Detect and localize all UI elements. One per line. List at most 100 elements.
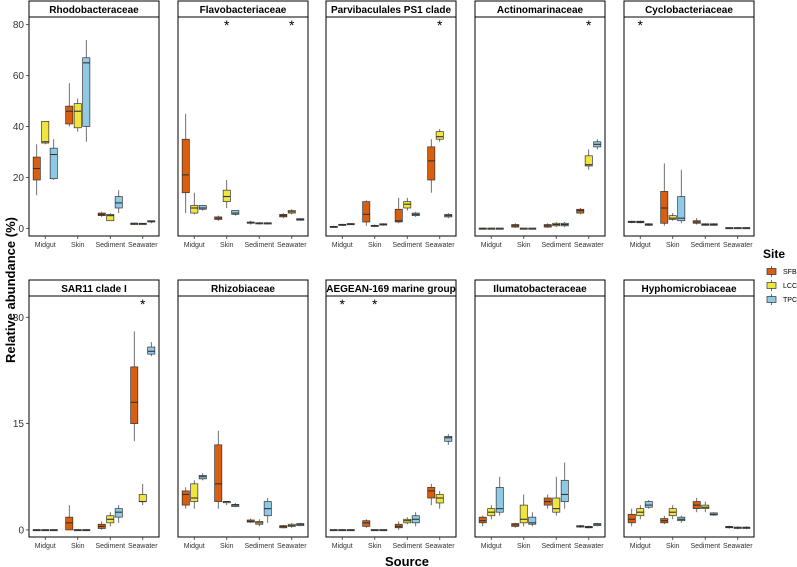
panel-rhodobacteraceae: Rhodobacteraceae 0 20 40 60 80 Midgut Skin Sedim… (13, 0, 160, 249)
x-tick-label: Skin (517, 543, 531, 550)
x-tick-label: Seawater (574, 242, 604, 249)
significance-star: * (289, 17, 295, 33)
panel-frame-flavobacteriaceae (177, 16, 309, 237)
x-tick-label: Midgut (332, 242, 353, 249)
box-seawater-tpc (593, 139, 602, 150)
box-skin-sfb (214, 215, 223, 221)
box-sediment-tpc (560, 221, 569, 228)
box-seawater-tpc (593, 522, 602, 527)
x-tick-label: Seawater (277, 242, 307, 249)
box-midgut-lcc (338, 223, 347, 226)
box-sediment-tpc (709, 223, 718, 226)
box-seawater-lcc (584, 525, 593, 529)
box-skin-tpc (528, 227, 537, 230)
panel-sar11-clade-i: SAR11 clade I 0 15 30 Midgut Skin Sediment Seaw… (13, 279, 160, 550)
box-iqr (627, 513, 636, 524)
significance-star: * (638, 17, 644, 33)
box-sediment-sfb (692, 498, 701, 513)
box-iqr (560, 479, 569, 502)
box-iqr (231, 210, 240, 215)
panels-layer: Rhodobacteraceae 0 20 40 60 80 Midgut Skin Sedim… (13, 0, 755, 550)
box-seawater-sfb (725, 525, 734, 529)
x-tick-label: Sediment (95, 242, 125, 249)
box-midgut-sfb (32, 144, 41, 196)
panel-title-ilumatobacteraceae: Ilumatobacteraceae (493, 284, 587, 295)
y-tick-label: 80 (13, 20, 25, 31)
box-iqr (106, 214, 115, 222)
box-sediment-sfb (394, 521, 403, 530)
panel-aegean-169-marine-group: AEGEAN-169 marine group Midgut * Skin * Sedim… (325, 279, 457, 550)
box-sediment-tpc (560, 462, 569, 509)
significance-star: * (586, 17, 592, 33)
x-tick-label: Sediment (244, 242, 274, 249)
box-skin-tpc (82, 39, 91, 142)
box-seawater-tpc (296, 218, 305, 221)
box-sediment-tpc (263, 222, 272, 225)
box-sediment-sfb (543, 494, 552, 509)
box-midgut-tpc (495, 476, 504, 516)
box-midgut-tpc (644, 500, 653, 509)
box-skin-lcc (222, 179, 231, 208)
box-iqr (478, 516, 487, 524)
box-sediment-sfb (97, 521, 106, 530)
box-midgut-tpc (49, 529, 58, 532)
box-midgut-tpc (346, 529, 355, 532)
panel-frame-rhodobacteraceae (28, 16, 160, 237)
panel-frame-cyclobacteriaceae (623, 16, 755, 237)
x-tick-label: Seawater (723, 242, 753, 249)
panel-hyphomicrobiaceae: Hyphomicrobiaceae Midgut Skin Sediment Seawa… (623, 279, 755, 550)
box-sediment-lcc (552, 221, 561, 228)
x-tick-label: Skin (71, 242, 85, 249)
x-tick-label: Sediment (392, 242, 422, 249)
box-seawater-sfb (130, 331, 139, 442)
box-midgut-sfb (181, 487, 190, 509)
significance-star: * (372, 296, 378, 312)
panel-frame-actinomarinaceae (474, 16, 606, 237)
box-iqr (677, 196, 686, 222)
box-skin-tpc (231, 210, 240, 216)
box-seawater-tpc (296, 522, 305, 527)
x-tick-label: Midgut (184, 242, 205, 249)
y-axis-title: Relative abundance (%) (3, 217, 18, 363)
y-tick-label: 30 (13, 313, 25, 324)
box-midgut-lcc (190, 192, 199, 215)
box-seawater-lcc (287, 209, 296, 215)
panel-frame-hyphomicrobiaceae (623, 295, 755, 538)
x-tick-label: Skin (220, 242, 234, 249)
legend-item-sfb: SFB (766, 266, 797, 277)
box-iqr (660, 191, 669, 224)
panel-title-aegean-169-marine-group: AEGEAN-169 marine group (326, 284, 455, 295)
box-sediment-lcc (255, 519, 264, 527)
box-seawater-lcc (138, 222, 147, 225)
box-sediment-sfb (246, 518, 255, 523)
box-sediment-sfb (394, 197, 403, 224)
box-skin-sfb (65, 505, 74, 531)
box-midgut-tpc (198, 473, 207, 481)
box-seawater-tpc (147, 342, 156, 357)
x-tick-label: Seawater (425, 543, 455, 550)
y-tick-label: 15 (13, 419, 25, 430)
box-sediment-tpc (709, 512, 718, 516)
box-midgut-tpc (49, 139, 58, 180)
box-seawater-sfb (130, 222, 139, 225)
box-sediment-lcc (255, 221, 264, 225)
box-sediment-tpc (114, 190, 123, 214)
box-iqr (528, 516, 537, 525)
box-skin-lcc (370, 224, 379, 228)
x-tick-label: Seawater (128, 543, 158, 550)
box-seawater-tpc (742, 526, 751, 530)
box-skin-lcc (668, 505, 677, 520)
box-midgut-lcc (338, 529, 347, 532)
box-iqr (41, 121, 50, 144)
panel-ilumatobacteraceae: Ilumatobacteraceae Midgut Skin Sediment Seaw… (474, 279, 606, 550)
x-tick-label: Skin (220, 543, 234, 550)
box-iqr (114, 196, 123, 209)
box-iqr (668, 215, 677, 220)
box-iqr (181, 490, 190, 506)
panel-title-parvibaculales-ps1-clade: Parvibaculales PS1 clade (331, 5, 452, 16)
box-sediment-lcc (701, 501, 710, 513)
x-tick-label: Seawater (574, 543, 604, 550)
legend-item-tpc: TPC (766, 294, 797, 305)
x-tick-label: Sediment (392, 543, 422, 550)
x-axis-title: Source (385, 554, 429, 567)
